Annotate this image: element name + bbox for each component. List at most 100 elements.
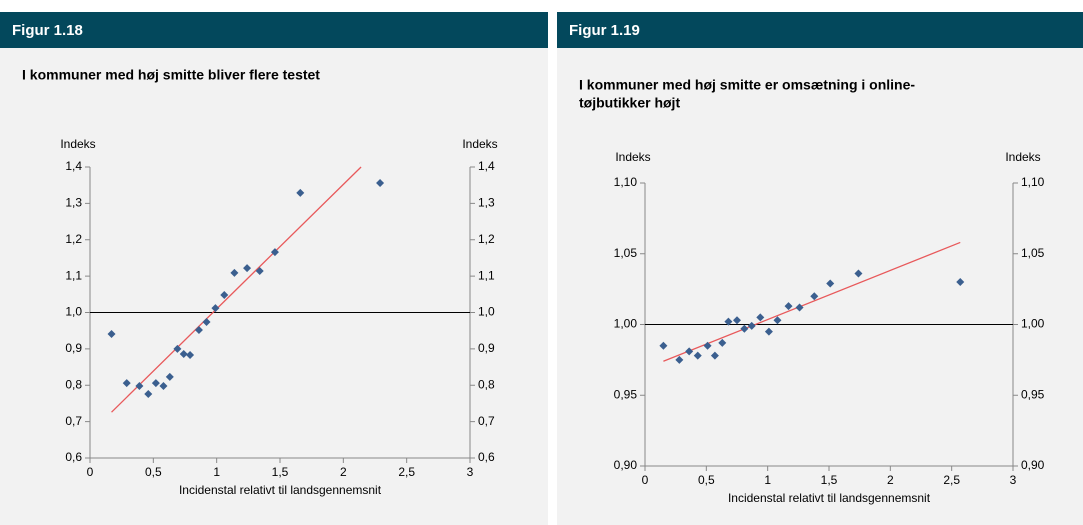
y-tick-label: 1,10	[614, 175, 638, 189]
header-bar	[557, 12, 1083, 48]
scatter-point	[159, 381, 168, 390]
scatter-point	[243, 264, 252, 273]
scatter-point	[773, 316, 782, 325]
scatter-point	[756, 313, 765, 322]
y2-axis-label: Indeks	[462, 137, 497, 151]
y-tick-label: 1,05	[614, 246, 638, 260]
panel	[0, 48, 548, 525]
y-tick-label: 0,95	[614, 387, 638, 401]
scatter-point	[107, 329, 116, 338]
y-tick-label: 0,6	[65, 450, 82, 464]
scatter-point	[710, 351, 719, 360]
y2-tick-label: 0,95	[1021, 387, 1045, 401]
scatter-point	[230, 268, 239, 277]
scatter-point	[135, 381, 144, 390]
scatter-point	[255, 267, 264, 276]
scatter-point	[718, 338, 727, 347]
trend-line	[663, 241, 961, 362]
x-tick-label: 0,5	[145, 465, 162, 479]
x-tick-label: 1	[764, 473, 771, 487]
x-tick-label: 2,5	[943, 473, 960, 487]
scatter-point	[810, 292, 819, 301]
y-tick-label: 0,90	[614, 458, 638, 472]
trend-line	[111, 166, 362, 413]
y-tick-label: 1,00	[614, 317, 638, 331]
y2-tick-label: 0,9	[478, 341, 495, 355]
y2-tick-label: 0,6	[478, 450, 495, 464]
scatter-point	[795, 303, 804, 312]
scatter-point	[703, 341, 712, 350]
y-tick-label: 0,8	[65, 377, 82, 391]
scatter-point	[826, 279, 835, 288]
x-tick-label: 1	[213, 465, 220, 479]
scatter-point	[685, 347, 694, 356]
panel	[557, 48, 1083, 525]
scatter-point	[296, 188, 305, 197]
scatter-point	[956, 278, 965, 287]
scatter-point	[270, 248, 279, 257]
y2-tick-label: 1,00	[1021, 317, 1045, 331]
y2-tick-label: 0,7	[478, 414, 495, 428]
scatter-point	[854, 269, 863, 278]
y2-tick-label: 1,10	[1021, 175, 1045, 189]
x-tick-label: 1,5	[821, 473, 838, 487]
scatter-point	[376, 179, 385, 188]
scatter-point	[179, 349, 188, 358]
scatter-point	[165, 372, 174, 381]
x-tick-label: 3	[467, 465, 474, 479]
y2-tick-label: 0,90	[1021, 458, 1045, 472]
chart-title: I kommuner med høj smitte bliver flere t…	[22, 67, 320, 83]
y-tick-label: 1,4	[65, 159, 82, 173]
x-tick-label: 0,5	[698, 473, 715, 487]
scatter-point	[764, 327, 773, 336]
scatter-point	[186, 351, 195, 360]
y-tick-label: 0,7	[65, 414, 82, 428]
y-axis-label: Indeks	[615, 150, 650, 164]
y2-tick-label: 1,1	[478, 268, 495, 282]
x-tick-label: 1,5	[272, 465, 289, 479]
y-tick-label: 1,0	[65, 305, 82, 319]
scatter-point	[144, 389, 153, 398]
y2-tick-label: 1,05	[1021, 246, 1045, 260]
scatter-point	[747, 321, 756, 330]
scatter-point	[724, 317, 733, 326]
chart-title: I kommuner med høj smitte er omsætning i…	[579, 77, 915, 93]
y2-tick-label: 0,8	[478, 377, 495, 391]
x-tick-label: 0	[87, 465, 94, 479]
y-axis-label: Indeks	[60, 137, 95, 151]
y2-tick-label: 1,3	[478, 196, 495, 210]
scatter-point	[173, 344, 182, 353]
x-tick-label: 2	[887, 473, 894, 487]
header-bar	[0, 12, 548, 48]
y-tick-label: 1,3	[65, 196, 82, 210]
scatter-point	[151, 379, 160, 388]
scatter-point	[220, 291, 229, 300]
figure-label: Figur 1.19	[569, 22, 640, 39]
scatter-point	[659, 341, 668, 350]
y2-tick-label: 1,0	[478, 305, 495, 319]
scatter-point	[784, 302, 793, 311]
x-axis-label: Incidenstal relativt til landsgennemsnit	[179, 483, 382, 497]
y2-tick-label: 1,2	[478, 232, 495, 246]
y2-axis-label: Indeks	[1005, 150, 1040, 164]
scatter-point	[733, 316, 741, 325]
y-tick-label: 0,9	[65, 341, 82, 355]
y-tick-label: 1,2	[65, 232, 82, 246]
chart-title: tøjbutikker højt	[579, 95, 680, 111]
scatter-point	[693, 351, 702, 360]
x-tick-label: 2,5	[398, 465, 415, 479]
y-tick-label: 1,1	[65, 268, 82, 282]
scatter-point	[740, 324, 749, 333]
scatter-point	[194, 325, 203, 334]
scatter-point	[211, 304, 220, 313]
x-tick-label: 3	[1010, 473, 1017, 487]
scatter-point	[122, 379, 131, 388]
scatter-point	[202, 317, 211, 326]
scatter-point	[675, 355, 684, 364]
x-tick-label: 0	[642, 473, 649, 487]
figure-label: Figur 1.18	[12, 22, 83, 39]
x-tick-label: 2	[340, 465, 347, 479]
x-axis-label: Incidenstal relativt til landsgennemsnit	[728, 491, 931, 505]
